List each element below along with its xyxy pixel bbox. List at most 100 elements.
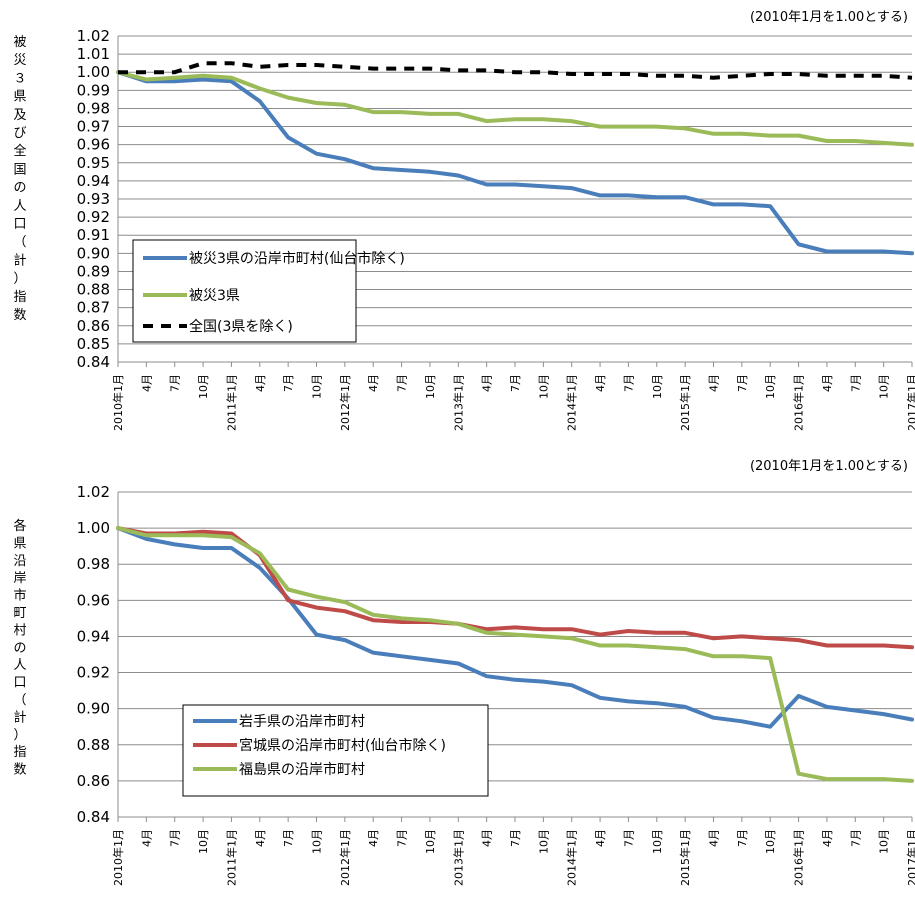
y-tick-label: 0.94 (77, 627, 110, 645)
x-tick-label: 7月 (849, 374, 862, 392)
x-tick-label: 2011年1月 (224, 829, 238, 886)
x-tick-label: 7月 (282, 374, 295, 392)
x-tick-label: 4月 (367, 829, 380, 847)
y-tick-label: 0.93 (77, 190, 110, 208)
x-tick-label: 10月 (424, 374, 437, 399)
x-tick-label: 10月 (197, 829, 210, 854)
y-tick-label: 0.98 (77, 555, 110, 573)
x-tick-label: 4月 (594, 829, 607, 847)
x-tick-label: 4月 (481, 374, 494, 392)
y-tick-label: 0.91 (77, 226, 110, 244)
y-tick-label: 0.92 (77, 208, 110, 226)
x-tick-label: 10月 (651, 829, 664, 854)
x-tick-label: 2017年1月 (905, 374, 915, 431)
series-line-1 (116, 70, 914, 256)
x-tick-label: 2015年1月 (678, 829, 692, 886)
x-tick-label: 2015年1月 (678, 374, 692, 431)
y-tick-label: 1.01 (77, 45, 110, 63)
x-tick-label: 7月 (736, 829, 749, 847)
series-line-3 (118, 61, 913, 80)
chart-2: (2010年1月を1.00とする) 各県沿岸市町村の人口（計）指数 0.84 0.86… (13, 459, 915, 886)
x-tick-label: 4月 (367, 374, 380, 392)
legend-label-3: 福島県の沿岸市町村 (239, 761, 365, 778)
x-tick-label: 7月 (169, 829, 182, 847)
series-line-2 (116, 70, 914, 147)
x-tick-label: 7月 (509, 374, 522, 392)
x-tick-label: 10月 (311, 374, 324, 399)
y-tick-label: 0.90 (77, 700, 110, 718)
x-tick-label: 2013年1月 (451, 829, 465, 886)
x-tick-label: 4月 (821, 829, 834, 847)
x-tick-label: 7月 (396, 374, 409, 392)
x-tick-label: 4月 (821, 374, 834, 392)
x-tick-label: 2016年1月 (792, 829, 806, 886)
chart-note: (2010年1月を1.00とする) (750, 10, 908, 25)
chart-note: (2010年1月を1.00とする) (750, 459, 908, 474)
y-tick-label: 0.92 (77, 664, 110, 682)
y-tick-label: 0.84 (77, 808, 110, 826)
x-tick-label: 10月 (537, 829, 550, 854)
series-line-2 (116, 526, 914, 650)
legend-label-1: 岩手県の沿岸市町村 (239, 713, 365, 730)
x-tick-label: 4月 (254, 374, 267, 392)
x-tick-label: 7月 (622, 374, 635, 392)
y-tick-label: 0.90 (77, 244, 110, 262)
x-tick-label: 4月 (594, 374, 607, 392)
y-tick-label: 0.86 (77, 772, 110, 790)
x-tick-label: 10月 (651, 374, 664, 399)
y-tick-label: 0.87 (77, 299, 110, 317)
series-line-3 (116, 526, 914, 783)
x-tick-label: 7月 (169, 374, 182, 392)
x-tick-label: 10月 (764, 829, 777, 854)
y-tick-label: 0.84 (77, 353, 110, 371)
y-tick-label: 1.02 (77, 27, 110, 45)
y-tick-label: 0.88 (77, 736, 110, 754)
x-tick-label: 10月 (424, 829, 437, 854)
y-tick-label: 1.02 (77, 483, 110, 501)
x-tick-label: 4月 (140, 374, 153, 392)
y-tick-label: 0.96 (77, 136, 110, 154)
y-tick-label: 0.86 (77, 317, 110, 335)
x-tick-label: 2010年1月 (111, 829, 125, 886)
y-tick-label: 0.98 (77, 99, 110, 117)
y-axis-label: 被災３県及び全国の人口（計）指数 (13, 35, 26, 323)
x-tick-label: 7月 (396, 829, 409, 847)
x-tick-label: 2016年1月 (792, 374, 806, 431)
y-tick-label: 0.95 (77, 154, 110, 172)
x-tick-label: 2011年1月 (224, 374, 238, 431)
y-tick-label: 1.00 (77, 519, 110, 537)
x-tick-label: 4月 (708, 374, 721, 392)
x-tick-label: 10月 (878, 374, 891, 399)
x-tick-label: 10月 (311, 829, 324, 854)
y-tick-label: 0.89 (77, 262, 110, 280)
x-tick-label: 2014年1月 (565, 374, 579, 431)
x-tick-label: 10月 (197, 374, 210, 399)
chart-1: (2010年1月を1.00とする) 被災３県及び全国の人口（計）指数 0.84 0.8… (13, 10, 915, 431)
x-tick-label: 10月 (537, 374, 550, 399)
x-tick-label: 7月 (736, 374, 749, 392)
series-line-1 (116, 526, 914, 729)
y-tick-label: 0.94 (77, 172, 110, 190)
x-tick-label: 2010年1月 (111, 374, 125, 431)
x-tick-label: 10月 (878, 829, 891, 854)
x-tick-label: 2017年1月 (905, 829, 915, 886)
y-tick-label: 0.96 (77, 591, 110, 609)
x-tick-label: 7月 (622, 829, 635, 847)
x-tick-label: 2012年1月 (338, 829, 352, 886)
y-axis-label: 各県沿岸市町村の人口（計）指数 (13, 518, 26, 778)
x-tick-label: 4月 (708, 829, 721, 847)
x-tick-label: 2012年1月 (338, 374, 352, 431)
x-tick-label: 7月 (849, 829, 862, 847)
x-tick-label: 10月 (764, 374, 777, 399)
x-tick-label: 2013年1月 (451, 374, 465, 431)
legend-label-2: 宮城県の沿岸市町村(仙台市除く) (239, 737, 446, 754)
x-tick-label: 4月 (140, 829, 153, 847)
y-tick-label: 0.88 (77, 281, 110, 299)
legend-label-1: 被災3県の沿岸市町村(仙台市除く) (189, 250, 405, 267)
legend-label-3: 全国(3県を除く) (189, 318, 293, 335)
x-tick-label: 4月 (481, 829, 494, 847)
legend-label-2: 被災3県 (189, 288, 240, 304)
